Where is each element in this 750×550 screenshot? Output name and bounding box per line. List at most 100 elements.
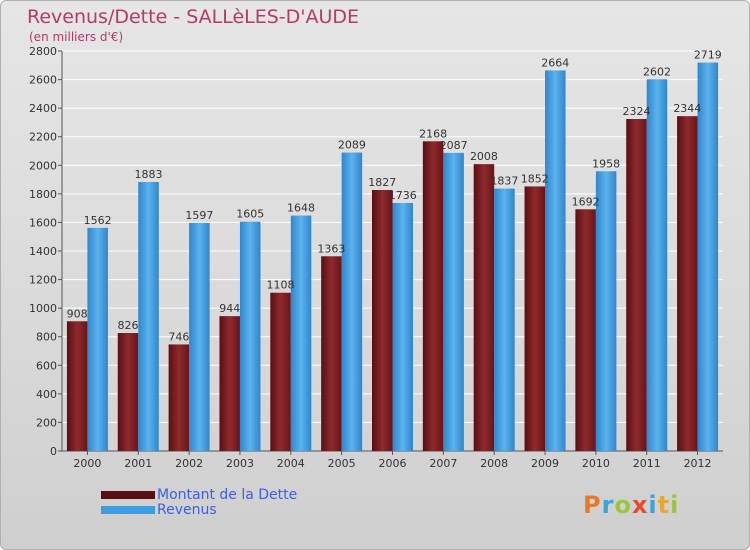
data-labels: 908 1562 826 1883 746 1597 944 1605 1108 1648 1363… <box>67 49 722 344</box>
logo-letter: i <box>648 491 658 519</box>
data-label-debt: 1363 <box>317 242 345 255</box>
bar-revenue <box>595 171 617 452</box>
bar-debt <box>473 164 495 451</box>
bar-debt <box>117 333 139 451</box>
bar-debt <box>219 316 240 451</box>
data-label-revenue: 1648 <box>287 202 315 215</box>
bar-revenue <box>646 79 668 452</box>
bar-debt <box>677 116 698 452</box>
data-label-revenue: 2087 <box>440 139 468 152</box>
data-label-debt: 1692 <box>572 195 600 208</box>
data-label-debt: 944 <box>219 302 240 315</box>
bar-debt <box>372 190 393 451</box>
y-tick-label: 2000 <box>29 159 57 172</box>
x-tick-label: 2001 <box>124 457 152 470</box>
y-tick-label: 1000 <box>29 302 57 315</box>
bar-debt <box>270 292 291 451</box>
logo-letter: P <box>583 491 602 519</box>
bar-revenue <box>494 188 515 452</box>
bar-debt <box>168 344 190 451</box>
bar-revenue <box>87 227 108 451</box>
logo-letter: t <box>657 491 671 519</box>
data-label-debt: 2168 <box>419 127 447 140</box>
y-tick-label: 2400 <box>29 102 57 115</box>
y-tick-label: 1800 <box>29 188 57 201</box>
data-label-revenue: 2089 <box>338 139 366 152</box>
bar-revenue <box>392 203 413 451</box>
bar-revenue <box>138 182 159 451</box>
bar-revenue <box>189 222 210 451</box>
x-tick-label: 2010 <box>582 457 610 470</box>
proxiti-logo: Proxiti <box>583 491 679 519</box>
x-tick-label: 2011 <box>633 457 661 470</box>
x-tick-label: 2000 <box>73 457 101 470</box>
x-tick-label: 2008 <box>480 457 508 470</box>
y-tick-label: 800 <box>36 331 57 344</box>
bar-debt <box>575 209 596 451</box>
x-tick-label: 2005 <box>328 457 356 470</box>
logo-letter: i <box>670 491 680 519</box>
chart-subtitle: (en milliers d'€) <box>29 30 124 44</box>
legend-label-debt: Montant de la Dette <box>157 486 298 503</box>
data-label-revenue: 2664 <box>541 56 569 69</box>
legend-label-revenue: Revenus <box>157 501 217 518</box>
bars <box>66 62 719 452</box>
legend-swatch-revenue <box>101 505 155 514</box>
legend: Montant de la Dette Revenus <box>101 486 298 518</box>
x-tick-label: 2002 <box>175 457 203 470</box>
data-label-revenue: 2602 <box>643 65 671 78</box>
y-tick-label: 2800 <box>29 45 57 58</box>
data-label-revenue: 1597 <box>185 209 213 222</box>
data-label-debt: 826 <box>118 319 139 332</box>
legend-item-debt: Montant de la Dette <box>101 486 298 503</box>
y-tick-label: 1400 <box>29 245 57 258</box>
data-label-revenue: 1736 <box>389 189 417 202</box>
y-tick-label: 0 <box>50 445 57 458</box>
legend-item-revenue: Revenus <box>101 501 297 518</box>
data-label-debt: 908 <box>67 307 88 320</box>
data-label-revenue: 1837 <box>490 175 518 188</box>
data-label-debt: 1108 <box>267 279 295 292</box>
legend-swatch-debt <box>101 490 155 499</box>
data-label-debt: 2324 <box>622 105 650 118</box>
y-tick-label: 1200 <box>29 274 57 287</box>
logo-letter: x <box>631 491 649 519</box>
data-label-revenue: 2719 <box>694 49 722 62</box>
data-label-revenue: 1958 <box>592 157 620 170</box>
bar-debt <box>422 141 444 452</box>
bar-revenue <box>697 62 719 451</box>
axes: 0 200 400 600 800 1000 1200 1400 1600 1800 2000 220… <box>29 45 723 470</box>
x-tick-label: 2006 <box>379 457 407 470</box>
data-label-revenue: 1883 <box>135 168 163 181</box>
bar-debt <box>524 186 546 451</box>
x-tick-label: 2012 <box>684 457 712 470</box>
logo-letter: r <box>601 491 615 519</box>
bar-debt <box>321 256 342 451</box>
bar-revenue <box>290 215 312 451</box>
bar-debt <box>66 321 88 451</box>
data-label-debt: 2344 <box>673 102 701 115</box>
y-tick-label: 2200 <box>29 131 57 144</box>
y-tick-label: 400 <box>36 388 57 401</box>
x-tick-label: 2003 <box>226 457 254 470</box>
data-label-revenue: 1605 <box>236 208 264 221</box>
data-label-revenue: 1562 <box>84 214 112 227</box>
x-tick-label: 2007 <box>429 457 457 470</box>
data-label-debt: 2008 <box>470 150 498 163</box>
data-label-debt: 1827 <box>368 176 396 189</box>
data-label-debt: 1852 <box>521 172 549 185</box>
bar-revenue <box>545 70 566 451</box>
bar-revenue <box>443 152 464 451</box>
y-tick-label: 2600 <box>29 74 57 87</box>
chart-title: Revenus/Dette - SALLèLES-D'AUDE <box>27 6 360 28</box>
bar-revenue <box>239 221 261 451</box>
data-label-debt: 746 <box>168 330 189 343</box>
y-tick-label: 1600 <box>29 216 57 229</box>
x-tick-label: 2004 <box>277 457 305 470</box>
x-tick-label: 2009 <box>531 457 559 470</box>
y-tick-label: 200 <box>36 416 57 429</box>
bar-debt <box>626 119 647 451</box>
bar-revenue <box>341 152 363 452</box>
